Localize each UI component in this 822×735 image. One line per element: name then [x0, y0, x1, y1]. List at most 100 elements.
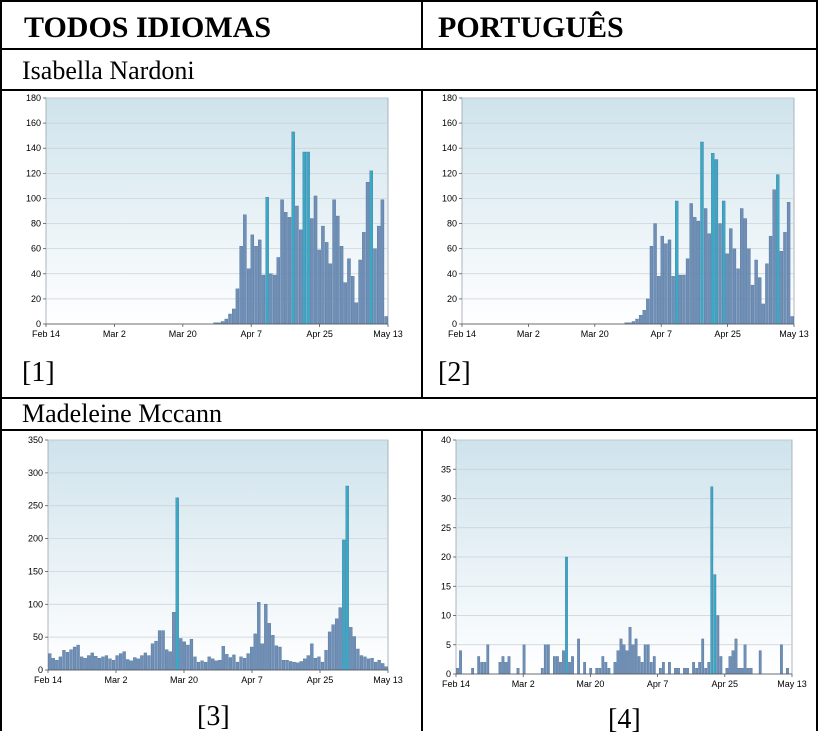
bar	[228, 313, 232, 325]
bar	[616, 650, 620, 675]
y-tick-label: 35	[441, 464, 451, 474]
row-divider-4	[0, 429, 818, 431]
y-tick-label: 50	[33, 632, 43, 642]
bar	[232, 654, 236, 671]
bar	[625, 650, 629, 675]
x-tick-label: Mar 20	[581, 329, 609, 339]
bar	[516, 667, 520, 675]
bar	[698, 662, 702, 675]
bar	[264, 604, 268, 671]
y-tick-label: 100	[26, 193, 41, 203]
bar	[565, 556, 568, 675]
bar	[342, 539, 346, 671]
bar	[359, 655, 364, 671]
bar	[653, 223, 657, 325]
bar	[129, 660, 133, 671]
y-tick-label: 20	[31, 294, 41, 304]
bar	[267, 623, 271, 671]
bar	[477, 656, 481, 675]
bar	[349, 627, 353, 671]
bar	[243, 214, 247, 325]
column-divider-middle	[421, 89, 423, 399]
bar	[634, 638, 638, 675]
bar	[646, 298, 650, 325]
bar	[246, 653, 250, 671]
column-divider-top	[421, 0, 423, 50]
bar	[543, 644, 547, 675]
bar	[657, 276, 661, 325]
bar	[242, 658, 247, 671]
section-title-madeleine-mccann: Madeleine Mccann	[22, 399, 222, 428]
x-tick-label: Apr 25	[712, 679, 739, 689]
bar	[369, 170, 373, 325]
bar	[265, 197, 269, 325]
bar	[285, 659, 289, 671]
y-tick-label: 60	[447, 244, 457, 254]
bar	[456, 667, 459, 675]
bar	[704, 667, 708, 675]
bar	[189, 638, 194, 671]
table-border-right	[816, 0, 818, 731]
table-border-left	[0, 0, 2, 731]
bar	[101, 656, 105, 671]
bar	[568, 662, 571, 675]
bar	[69, 649, 73, 671]
x-tick-label: Mar 20	[170, 675, 198, 685]
bar	[701, 638, 705, 675]
bar	[504, 662, 508, 675]
bar	[214, 660, 218, 671]
bar	[288, 661, 293, 671]
bar	[661, 662, 665, 675]
bar	[172, 612, 176, 671]
bar	[317, 656, 321, 671]
bar	[486, 644, 490, 675]
figure-label-3: [3]	[197, 701, 230, 732]
bar	[664, 243, 668, 325]
bar	[136, 658, 140, 671]
y-tick-label: 30	[441, 494, 451, 504]
bar	[377, 659, 381, 671]
bar	[80, 656, 84, 671]
bar	[631, 644, 635, 675]
y-tick-label: 100	[28, 599, 43, 609]
bar	[339, 246, 344, 325]
plot-area	[47, 439, 389, 671]
bar	[707, 662, 711, 675]
bar	[221, 646, 225, 671]
bar	[207, 656, 211, 671]
bar	[384, 316, 388, 325]
bar	[649, 246, 654, 325]
bar	[384, 666, 388, 671]
bar	[143, 652, 148, 671]
bar	[577, 638, 580, 675]
bar	[250, 234, 255, 325]
bar	[356, 648, 360, 671]
bar	[779, 251, 784, 325]
bar	[287, 217, 292, 325]
y-tick-label: 40	[441, 435, 451, 445]
y-tick-label: 20	[447, 294, 457, 304]
bar	[254, 246, 258, 325]
bar	[501, 656, 505, 675]
bar	[716, 615, 720, 675]
bar	[76, 644, 80, 671]
x-tick-label: Feb 14	[448, 329, 476, 339]
bar	[754, 259, 758, 325]
bar	[747, 248, 751, 325]
bar	[776, 174, 780, 325]
bar	[696, 220, 701, 325]
x-tick-label: Apr 7	[650, 329, 672, 339]
bar	[347, 258, 351, 325]
y-tick-label: 0	[38, 665, 43, 675]
x-tick-label: Mar 20	[576, 679, 604, 689]
bar	[652, 656, 656, 675]
bar	[65, 652, 70, 671]
bar	[553, 656, 556, 675]
bar	[671, 276, 675, 325]
bar	[703, 208, 708, 325]
y-tick-label: 0	[36, 319, 41, 329]
y-tick-label: 150	[28, 566, 43, 576]
x-tick-label: Apr 25	[306, 329, 333, 339]
x-tick-label: May 13	[777, 679, 807, 689]
y-tick-label: 15	[441, 581, 451, 591]
